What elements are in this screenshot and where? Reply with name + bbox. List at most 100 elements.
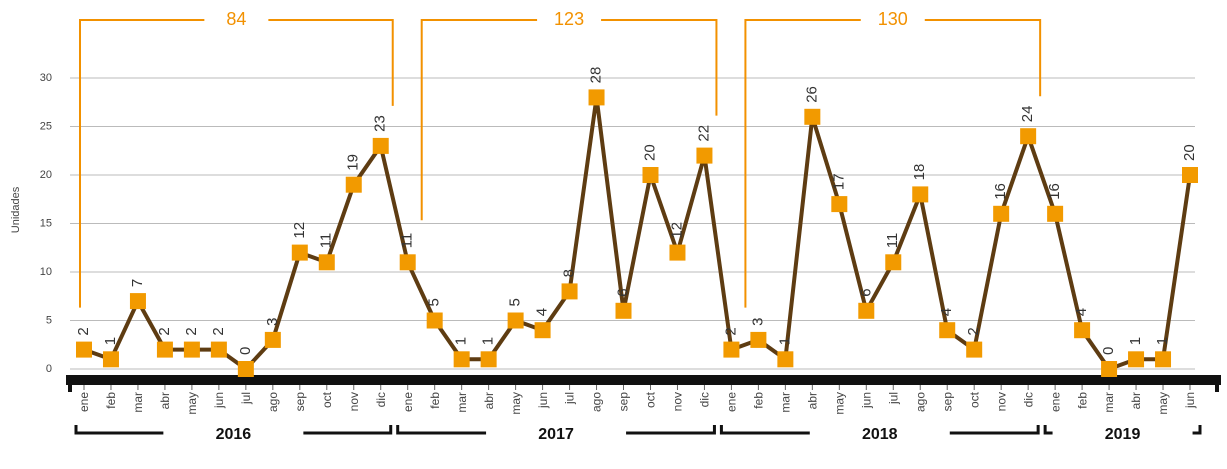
marker xyxy=(885,254,902,271)
data-label: 2 xyxy=(722,327,739,335)
marker xyxy=(912,186,929,203)
x-tick-label: oct xyxy=(967,391,981,408)
data-label: 1 xyxy=(776,337,793,345)
y-tick-label: 30 xyxy=(40,72,52,84)
x-tick-label: may xyxy=(1156,392,1170,415)
marker xyxy=(1128,351,1145,368)
data-label: 1 xyxy=(480,337,497,345)
data-label: 3 xyxy=(264,318,281,326)
data-label: 20 xyxy=(641,144,658,161)
data-label: 20 xyxy=(1181,144,1198,161)
data-label: 22 xyxy=(695,125,712,142)
marker xyxy=(588,89,605,106)
marker xyxy=(1182,167,1198,183)
data-label: 8 xyxy=(561,269,578,277)
data-label: 1 xyxy=(1127,337,1144,345)
year-label: 2019 xyxy=(1105,426,1141,443)
x-tick-label: jul xyxy=(239,392,253,405)
marker xyxy=(615,302,632,319)
data-label: 23 xyxy=(372,115,389,132)
y-tick-label: 25 xyxy=(40,120,52,132)
year-total: 123 xyxy=(554,9,584,29)
y-tick-label: 15 xyxy=(40,217,52,229)
marker xyxy=(237,361,254,377)
data-label: 28 xyxy=(588,67,605,84)
x-tick-label: mar xyxy=(779,392,793,413)
data-label: 6 xyxy=(614,288,631,296)
marker xyxy=(642,167,659,183)
marker xyxy=(534,322,551,339)
data-label: 1 xyxy=(102,337,119,345)
y-tick-label: 5 xyxy=(46,314,52,326)
y-tick-label: 10 xyxy=(40,266,52,278)
marker xyxy=(993,205,1010,222)
x-tick-label: mar xyxy=(1102,392,1116,413)
x-tick-label: ago xyxy=(913,392,927,412)
marker xyxy=(426,312,443,329)
x-tick-label: feb xyxy=(428,392,442,409)
marker xyxy=(1155,351,1172,368)
x-tick-label: jun xyxy=(859,392,873,409)
x-tick-label: jun xyxy=(1183,392,1197,409)
data-label: 16 xyxy=(992,183,1009,200)
marker xyxy=(129,293,146,310)
marker xyxy=(939,322,956,339)
x-tick-label: nov xyxy=(347,392,361,411)
year-total: 130 xyxy=(878,9,908,29)
x-tick-label: ago xyxy=(590,392,604,412)
data-label: 2 xyxy=(156,327,173,335)
data-label: 4 xyxy=(534,308,551,316)
data-label: 24 xyxy=(1019,106,1036,123)
x-tick-label: ene xyxy=(401,392,415,412)
marker xyxy=(1047,205,1064,222)
year-label: 2017 xyxy=(538,426,574,443)
x-tick-label: may xyxy=(832,392,846,415)
marker xyxy=(1101,361,1118,377)
x-tick-label: dic xyxy=(1021,392,1035,407)
x-tick-label: jun xyxy=(536,392,550,409)
marker xyxy=(777,351,794,368)
x-tick-label: ene xyxy=(1048,392,1062,412)
x-tick-label: mar xyxy=(131,392,145,413)
data-label: 12 xyxy=(668,222,685,239)
marker xyxy=(345,176,362,193)
marker xyxy=(183,341,200,358)
marker xyxy=(210,341,227,358)
data-label: 12 xyxy=(291,222,308,239)
marker xyxy=(804,108,821,125)
marker xyxy=(966,341,983,358)
x-tick-label: oct xyxy=(644,391,658,408)
marker xyxy=(696,147,713,164)
data-label: 7 xyxy=(129,279,146,287)
x-tick-label: nov xyxy=(671,392,685,411)
marker xyxy=(1020,128,1037,145)
marker xyxy=(669,244,686,261)
y-tick-label: 20 xyxy=(40,169,52,181)
marker xyxy=(102,351,119,368)
year-label: 2016 xyxy=(216,426,252,443)
x-tick-label: sep xyxy=(940,392,954,412)
data-label: 2 xyxy=(75,327,92,335)
x-tick-label: jun xyxy=(212,392,226,409)
x-tick-label: may xyxy=(509,392,523,415)
marker xyxy=(156,341,173,358)
marker xyxy=(858,302,875,319)
x-tick-label: dic xyxy=(374,392,388,407)
year-bracket xyxy=(396,425,716,435)
x-tick-label: may xyxy=(185,392,199,415)
year-bracket xyxy=(1043,425,1202,435)
data-label: 5 xyxy=(507,298,524,306)
x-axis-bar xyxy=(66,375,1221,385)
marker xyxy=(318,254,335,271)
marker xyxy=(561,283,578,300)
x-tick-label: ago xyxy=(266,392,280,412)
data-label: 5 xyxy=(426,298,443,306)
data-label: 1 xyxy=(453,337,470,345)
x-tick-label: jul xyxy=(886,392,900,405)
marker xyxy=(264,331,281,348)
year-bracket xyxy=(74,425,393,435)
marker xyxy=(399,254,416,271)
data-label: 18 xyxy=(911,164,928,181)
data-label: 17 xyxy=(830,173,847,190)
marker xyxy=(372,137,389,154)
